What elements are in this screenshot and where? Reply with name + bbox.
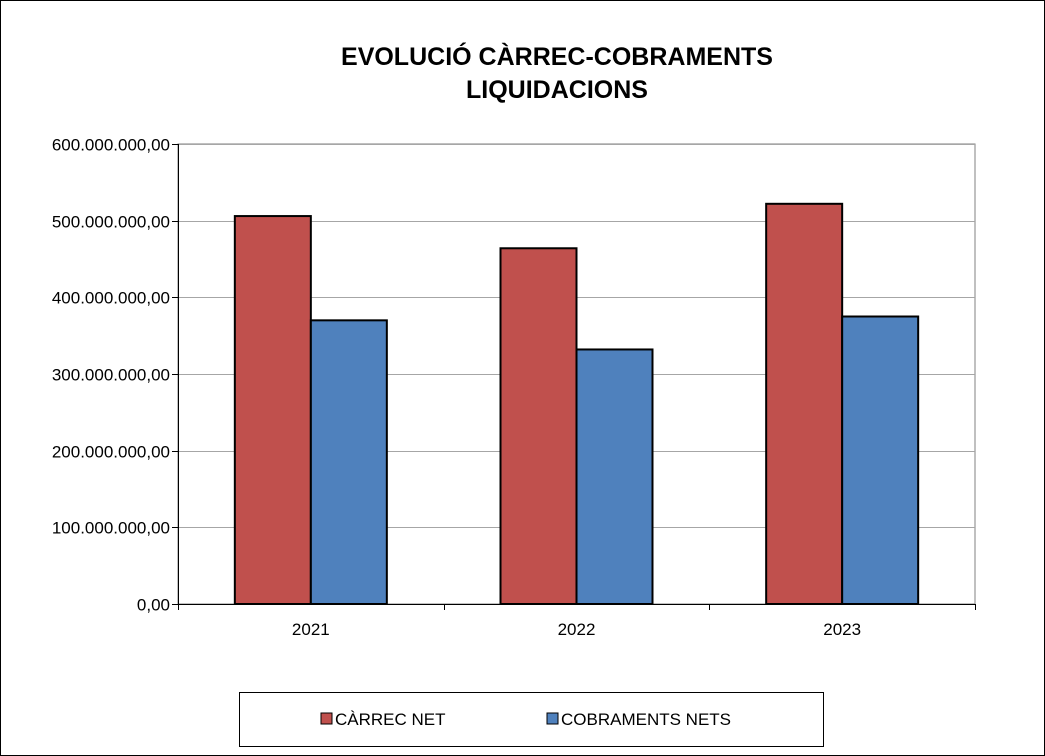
x-tick-label: 2023: [823, 620, 861, 639]
y-tick-label: 300.000.000,00: [52, 366, 170, 385]
x-tick-label: 2022: [558, 620, 596, 639]
y-tick-label: 200.000.000,00: [52, 443, 170, 462]
bar-cobraments-nets-2021: [309, 319, 388, 605]
bar-cobraments-nets-2022: [575, 348, 654, 606]
chart-title-line-1: EVOLUCIÓ CÀRREC-COBRAMENTS: [341, 41, 773, 71]
legend-label: COBRAMENTS NETS: [561, 710, 731, 729]
chart-title-line-2: LIQUIDACIONS: [466, 76, 648, 104]
bar-carrec-net-2022: [499, 247, 578, 605]
y-tick-label: 400.000.000,00: [52, 289, 170, 308]
bar-cobraments-nets-2023: [841, 315, 920, 605]
bar-carrec-net-2021: [233, 215, 312, 605]
legend-swatch: [320, 712, 333, 725]
legend-label: CÀRREC NET: [335, 710, 446, 729]
y-tick-label: 0,00: [137, 596, 170, 615]
legend: CÀRREC NET COBRAMENTS NETS: [239, 692, 824, 747]
x-tick-label: 2021: [292, 620, 330, 639]
y-tick-label: 600.000.000,00: [52, 136, 170, 155]
y-tick-label: 500.000.000,00: [52, 213, 170, 232]
y-tick-label: 100.000.000,00: [52, 519, 170, 538]
plot-area: 0,00 100.000.000,00 200.000.000,00 300.000.…: [52, 136, 976, 639]
bar-carrec-net-2023: [765, 202, 844, 606]
legend-box: [239, 692, 824, 747]
legend-swatch: [546, 712, 559, 725]
